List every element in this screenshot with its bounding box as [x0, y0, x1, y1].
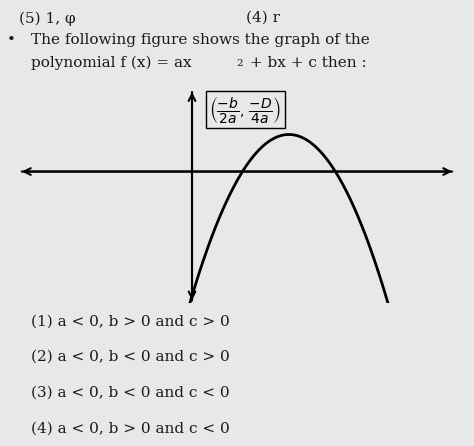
Text: (4) a < 0, b > 0 and c < 0: (4) a < 0, b > 0 and c < 0 — [31, 421, 229, 435]
Text: The following figure shows the graph of the: The following figure shows the graph of … — [31, 33, 370, 47]
Text: (2) a < 0, b < 0 and c > 0: (2) a < 0, b < 0 and c > 0 — [31, 350, 229, 364]
Text: polynomial f (x) = ax: polynomial f (x) = ax — [31, 56, 191, 70]
Text: (3) a < 0, b < 0 and c < 0: (3) a < 0, b < 0 and c < 0 — [31, 386, 229, 400]
Text: •: • — [7, 33, 16, 47]
Text: (4) r: (4) r — [246, 11, 281, 25]
Text: $\left(\dfrac{-b}{2a},\,\dfrac{-D}{4a}\right)$: $\left(\dfrac{-b}{2a},\,\dfrac{-D}{4a}\r… — [210, 95, 281, 125]
Text: (1) a < 0, b > 0 and c > 0: (1) a < 0, b > 0 and c > 0 — [31, 314, 229, 328]
Text: + bx + c then :: + bx + c then : — [245, 56, 367, 70]
Text: 2: 2 — [236, 59, 243, 68]
Text: (5) 1, φ: (5) 1, φ — [19, 11, 75, 25]
